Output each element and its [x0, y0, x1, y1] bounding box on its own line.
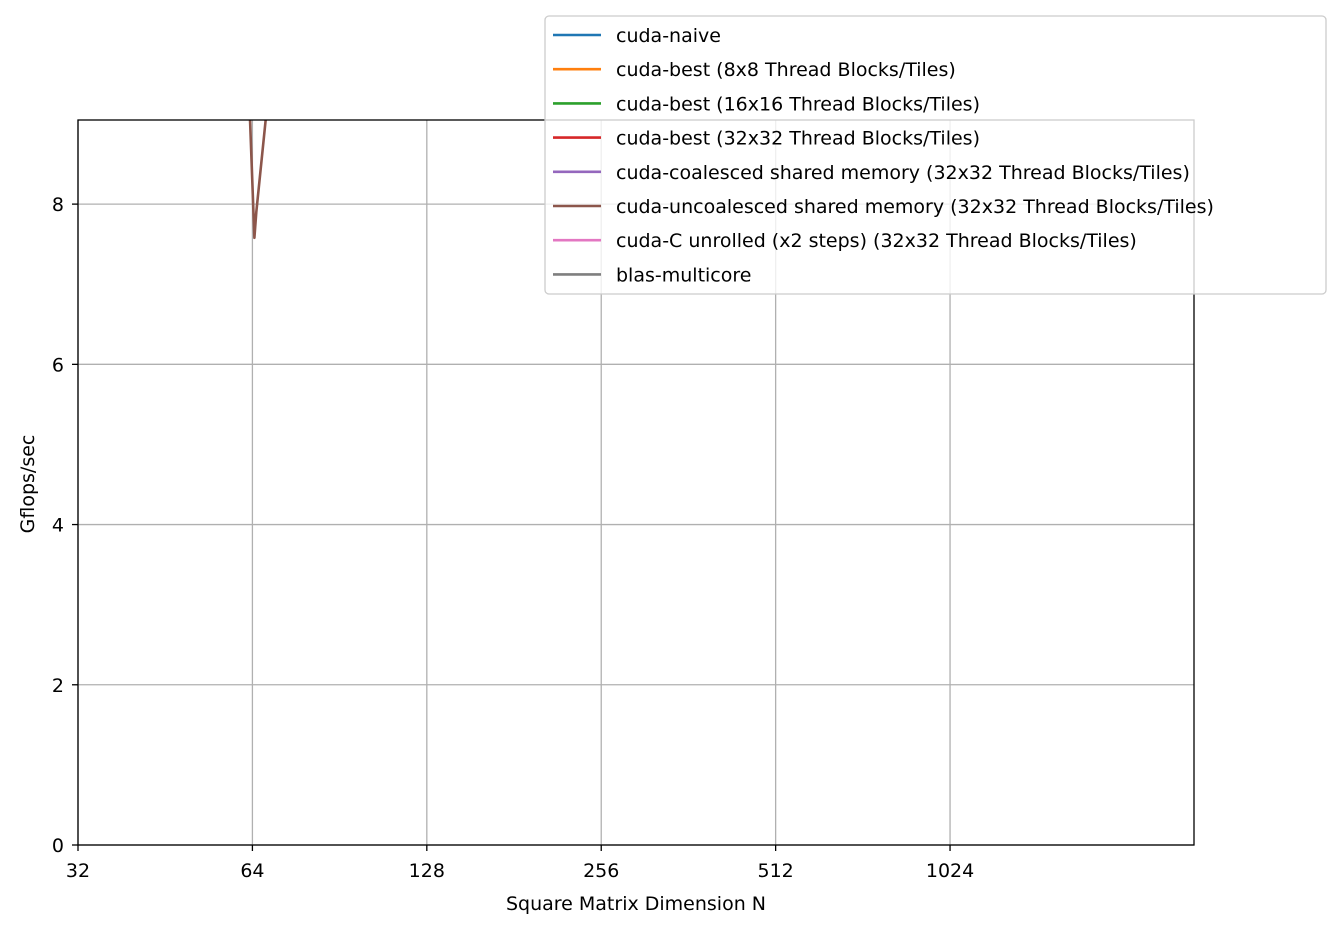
- y-tick-label: 8: [52, 194, 64, 216]
- series-lines: [248, 120, 267, 240]
- legend-entry-label: cuda-uncoalesced shared memory (32x32 Th…: [616, 196, 1214, 218]
- x-tick-label: 32: [66, 860, 90, 882]
- legend-entry-label: cuda-best (32x32 Thread Blocks/Tiles): [616, 128, 980, 150]
- y-tick-label: 4: [52, 515, 64, 537]
- x-axis-label: Square Matrix Dimension N: [506, 893, 766, 915]
- legend-entry-label: cuda-C unrolled (x2 steps) (32x32 Thread…: [616, 230, 1137, 252]
- legend-entry-label: cuda-best (16x16 Thread Blocks/Tiles): [616, 93, 980, 115]
- legend-box: [544, 15, 1327, 295]
- legend-entry-label: cuda-coalesced shared memory (32x32 Thre…: [616, 162, 1190, 184]
- y-axis-ticks: 0 2 4 6 8: [52, 194, 78, 857]
- x-tick-label: 256: [583, 860, 619, 882]
- legend-entry-label: cuda-best (8x8 Thread Blocks/Tiles): [616, 59, 956, 81]
- x-tick-label: 64: [240, 860, 264, 882]
- y-tick-label: 6: [52, 354, 64, 376]
- legend-entry-label: cuda-naive: [616, 25, 721, 47]
- x-tick-label: 128: [409, 860, 445, 882]
- legend: cuda-naive cuda-best (8x8 Thread Blocks/T…: [544, 15, 1327, 295]
- legend-entry-label: blas-multicore: [616, 264, 751, 286]
- y-tick-label: 2: [52, 675, 64, 697]
- y-tick-label: 0: [52, 835, 64, 857]
- y-axis-label: Gflops/sec: [17, 435, 39, 534]
- x-tick-label: 512: [758, 860, 794, 882]
- series-line-5: [248, 120, 267, 240]
- x-axis-ticks: 32 64 128 256 512 1024: [66, 845, 974, 882]
- x-tick-label: 1024: [926, 860, 974, 882]
